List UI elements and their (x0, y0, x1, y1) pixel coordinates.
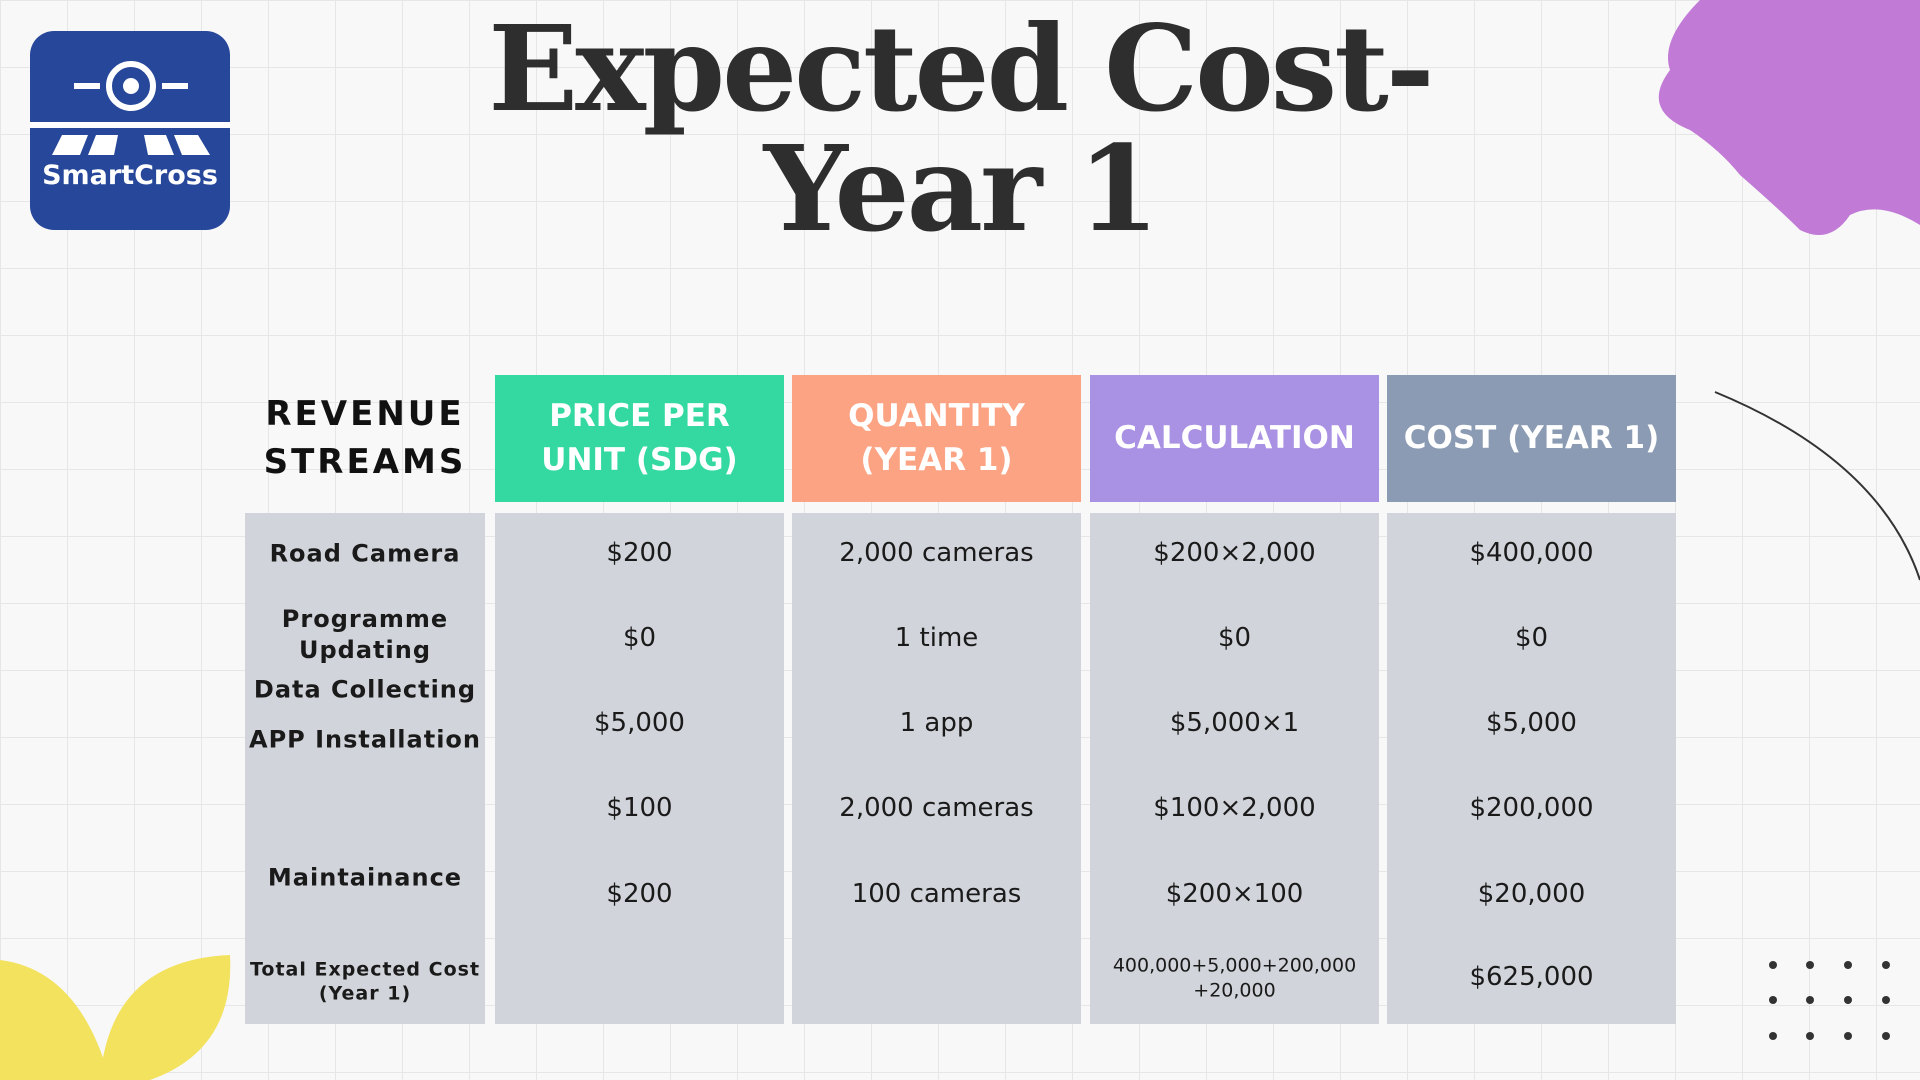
row-label: Programme Updating (281, 604, 449, 664)
row-label: APP Installation (249, 725, 481, 754)
row-label: Road Camera (269, 539, 461, 568)
cell: $200,000 (1469, 793, 1594, 824)
title-line: Year 1 (763, 119, 1160, 258)
column-body (792, 513, 1081, 1024)
cell: $20,000 (1477, 879, 1586, 910)
cell: $100×2,000 (1153, 793, 1316, 824)
column-header: COST (YEAR 1) (1387, 375, 1676, 502)
leaf (100, 955, 231, 1080)
curve (1714, 391, 1920, 581)
cell: $0 (1217, 623, 1252, 654)
cell: $200 (606, 538, 673, 569)
cell: 2,000 cameras (839, 793, 1034, 824)
cell: 100 cameras (851, 879, 1022, 910)
cell: $200×2,000 (1153, 538, 1316, 569)
cell: 1 app (899, 708, 974, 739)
row-label: Total Expected Cost (Year 1) (249, 958, 481, 1004)
cell: $5,000 (594, 708, 685, 739)
cell: $200×100 (1165, 879, 1304, 910)
cell: $200 (606, 879, 673, 910)
column-body (495, 513, 784, 1024)
cell: $400,000 (1469, 538, 1594, 569)
leaf (0, 960, 110, 1080)
cell: $625,000 (1469, 962, 1594, 993)
title-line: Expected Cost- (488, 0, 1434, 138)
cell: $0 (1514, 623, 1549, 654)
cell: $5,000 (1486, 708, 1577, 739)
column-header: PRICE PER UNIT (SDG) (495, 375, 784, 502)
cell: $5,000×1 (1169, 708, 1300, 739)
logo-text: SmartCross (42, 160, 218, 191)
column-header: REVENUE STREAMS (263, 393, 467, 482)
column-header: QUANTITY (YEAR 1) (792, 375, 1081, 502)
column-header: CALCULATION (1090, 375, 1379, 502)
logo (30, 31, 230, 230)
column-body (245, 513, 485, 1024)
blob (1658, 0, 1920, 235)
cell: $100 (606, 793, 673, 824)
column-body (1090, 513, 1379, 1024)
column-body (1387, 513, 1676, 1024)
dots (1769, 961, 1890, 1040)
cell: 400,000+5,000+200,000 +20,000 (1112, 954, 1357, 1001)
cell: 2,000 cameras (839, 538, 1034, 569)
cell: 1 time (894, 623, 979, 654)
row-label: Maintainance (267, 863, 463, 892)
cell: $0 (622, 623, 657, 654)
row-label: Data Collecting (253, 675, 477, 704)
